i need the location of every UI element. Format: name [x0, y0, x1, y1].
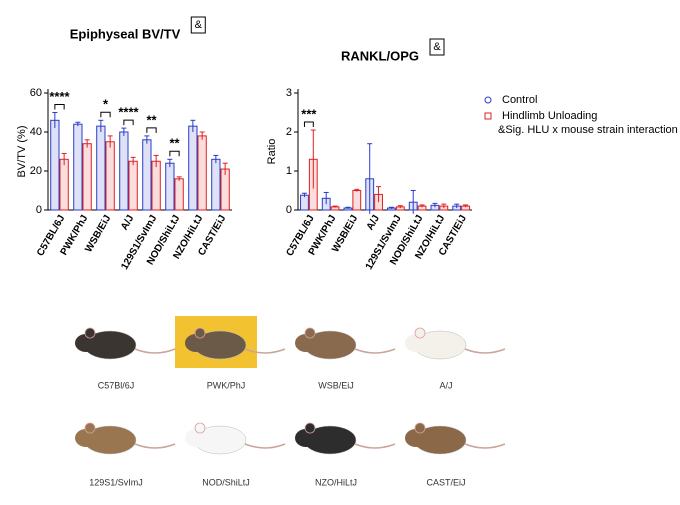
legend-symbol [484, 96, 492, 104]
bar [142, 139, 152, 211]
bar [73, 123, 83, 211]
mouse-tail [134, 443, 176, 449]
image-caption: PWK/PhJ [207, 380, 246, 390]
bar [128, 160, 138, 211]
mouse-tail [354, 348, 396, 354]
marker: & [433, 41, 441, 53]
significance-label: **** [49, 89, 70, 104]
mouse-head [75, 334, 97, 352]
mouse-tail [464, 443, 506, 449]
mouse-tail [134, 348, 176, 354]
significance-bracket [100, 111, 111, 118]
mouse-head [295, 334, 317, 352]
y-tick-label: 60 [30, 87, 42, 99]
marker-box [429, 38, 445, 56]
y-axis-label: BV/TV (%) [16, 126, 28, 178]
mouse-ear [304, 422, 316, 434]
image-caption: C57Bl/6J [98, 380, 135, 390]
marker: & [195, 19, 203, 31]
y-tick-label: 20 [30, 165, 42, 177]
bar [82, 143, 92, 211]
y-tick-label: 2 [286, 126, 292, 138]
mouse-head [295, 429, 317, 447]
significance-label: ** [169, 136, 180, 151]
image-caption: WSB/EiJ [318, 380, 354, 390]
significance-bracket [54, 104, 65, 110]
mouse-head [185, 334, 207, 352]
y-tick-label: 3 [286, 87, 292, 99]
significance-label: ** [146, 112, 157, 127]
bar [96, 125, 106, 211]
image-caption: A/J [439, 380, 452, 390]
image-caption: NOD/ShiLtJ [202, 477, 250, 487]
bar [174, 178, 184, 211]
y-tick-label: 0 [36, 204, 42, 216]
mouse-head [405, 334, 427, 352]
mouse-tail [244, 348, 286, 354]
legend-symbol [484, 112, 492, 120]
image-caption: NZO/HiLtJ [315, 477, 357, 487]
bar [165, 162, 175, 211]
chart-title: Epiphyseal BV/TV [70, 26, 181, 41]
mouse-ear [414, 422, 426, 434]
y-tick-label: 40 [30, 126, 42, 138]
mouse-head [185, 429, 207, 447]
mouse-ear [84, 422, 96, 434]
image-caption: CAST/EiJ [426, 477, 465, 487]
mouse-ear [414, 327, 426, 339]
bar [105, 141, 115, 211]
significance-bracket [123, 119, 134, 126]
mouse-ear [194, 422, 206, 434]
significance-label: *** [301, 106, 317, 121]
mouse-ear [304, 327, 316, 339]
marker-box [190, 16, 206, 34]
bar [59, 158, 69, 211]
mouse-tail [464, 348, 506, 354]
bar [220, 168, 230, 211]
bar [151, 160, 161, 211]
mouse-tail [244, 443, 286, 449]
bar [300, 194, 309, 211]
significance-label: * [103, 97, 109, 112]
significance-bracket [169, 150, 180, 157]
bar [188, 125, 198, 211]
mouse-tail [354, 443, 396, 449]
significance-label: **** [118, 105, 139, 120]
y-tick-label: 1 [286, 165, 292, 177]
x-tick-label: A/J [365, 213, 382, 232]
mouse-ear [194, 327, 206, 339]
chart-title: RANKL/OPG [341, 48, 419, 63]
significance-bracket [303, 121, 314, 128]
mouse-ear [84, 327, 96, 339]
bar [50, 119, 60, 211]
bar [119, 131, 129, 211]
bar [197, 135, 207, 211]
legend-note: &Sig. HLU x mouse strain interaction [498, 124, 678, 136]
legend-label: Hindlimb Unloading [502, 110, 597, 122]
mouse-head [405, 429, 427, 447]
x-tick-label: A/J [119, 213, 136, 232]
bar [352, 190, 362, 211]
image-caption: 129S1/SvImJ [89, 477, 143, 487]
mouse-head [75, 429, 97, 447]
y-tick-label: 0 [286, 204, 292, 216]
significance-bracket [146, 127, 157, 133]
legend-label: Control [502, 94, 537, 106]
y-axis-label: Ratio [266, 139, 278, 165]
bar [211, 158, 221, 211]
